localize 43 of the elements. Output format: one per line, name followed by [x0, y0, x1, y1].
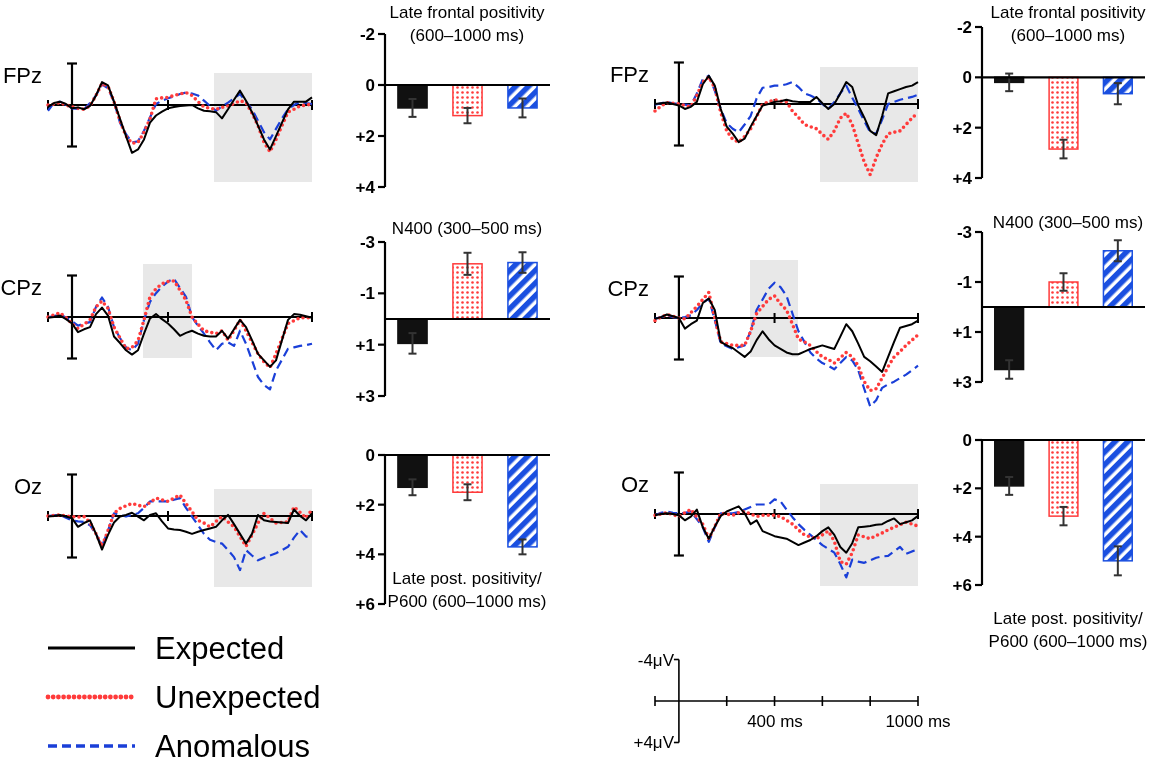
- chart-title: FPz: [609, 62, 649, 87]
- chart-title: FPz: [2, 63, 42, 88]
- text: Late post. positivity/ P600 (600–1000 ms): [988, 609, 1148, 651]
- y-tick-label: +2: [355, 495, 375, 515]
- legend-label: Anomalous: [155, 729, 311, 764]
- y-tick-label: +4: [355, 545, 376, 565]
- chart-title: N400 (300–500 ms): [391, 219, 543, 238]
- text: 1000 ms: [885, 712, 951, 731]
- y-tick-label: 0: [962, 431, 972, 450]
- y-tick-label: +1: [952, 323, 972, 342]
- y-tick-label: +2: [952, 118, 972, 138]
- chart-title: CPz: [607, 276, 649, 301]
- y-tick-label: +4: [952, 527, 973, 547]
- y-tick-label: -2: [359, 25, 375, 44]
- y-tick-label: -1: [359, 284, 375, 304]
- y-tick-label: 0: [365, 76, 375, 95]
- y-tick-label: +3: [355, 387, 375, 406]
- text: 400 ms: [747, 712, 803, 731]
- y-tick-label: +3: [952, 373, 972, 392]
- y-tick-label: +2: [952, 479, 972, 499]
- text: Late post. positivity/ P600 (600–1000 ms): [387, 569, 547, 611]
- y-tick-label: +6: [355, 595, 375, 614]
- chart-title: Late frontal positivity (600–1000 ms): [389, 3, 545, 45]
- y-tick-label: 0: [962, 68, 972, 88]
- chart-title: CPz: [0, 275, 42, 300]
- chart-title: Late frontal positivity (600–1000 ms): [990, 3, 1146, 45]
- text: -4μV: [637, 651, 675, 670]
- text: +4μV: [633, 733, 675, 752]
- chart-title: Oz: [13, 474, 42, 499]
- y-tick-label: +6: [952, 576, 972, 595]
- y-tick-label: -3: [956, 223, 972, 242]
- y-tick-label: +1: [355, 335, 375, 355]
- y-tick-label: 0: [365, 446, 375, 465]
- chart-title: Oz: [620, 472, 649, 497]
- legend-label: Expected: [155, 631, 285, 666]
- legend-label: Unexpected: [155, 680, 321, 715]
- y-tick-label: +4: [952, 169, 973, 188]
- y-tick-label: +4: [355, 178, 376, 197]
- y-tick-label: +2: [355, 127, 375, 146]
- chart-title: N400 (300–500 ms): [992, 213, 1144, 232]
- y-tick-label: -1: [956, 273, 972, 292]
- y-tick-label: -2: [956, 18, 972, 37]
- y-tick-label: -3: [359, 233, 375, 252]
